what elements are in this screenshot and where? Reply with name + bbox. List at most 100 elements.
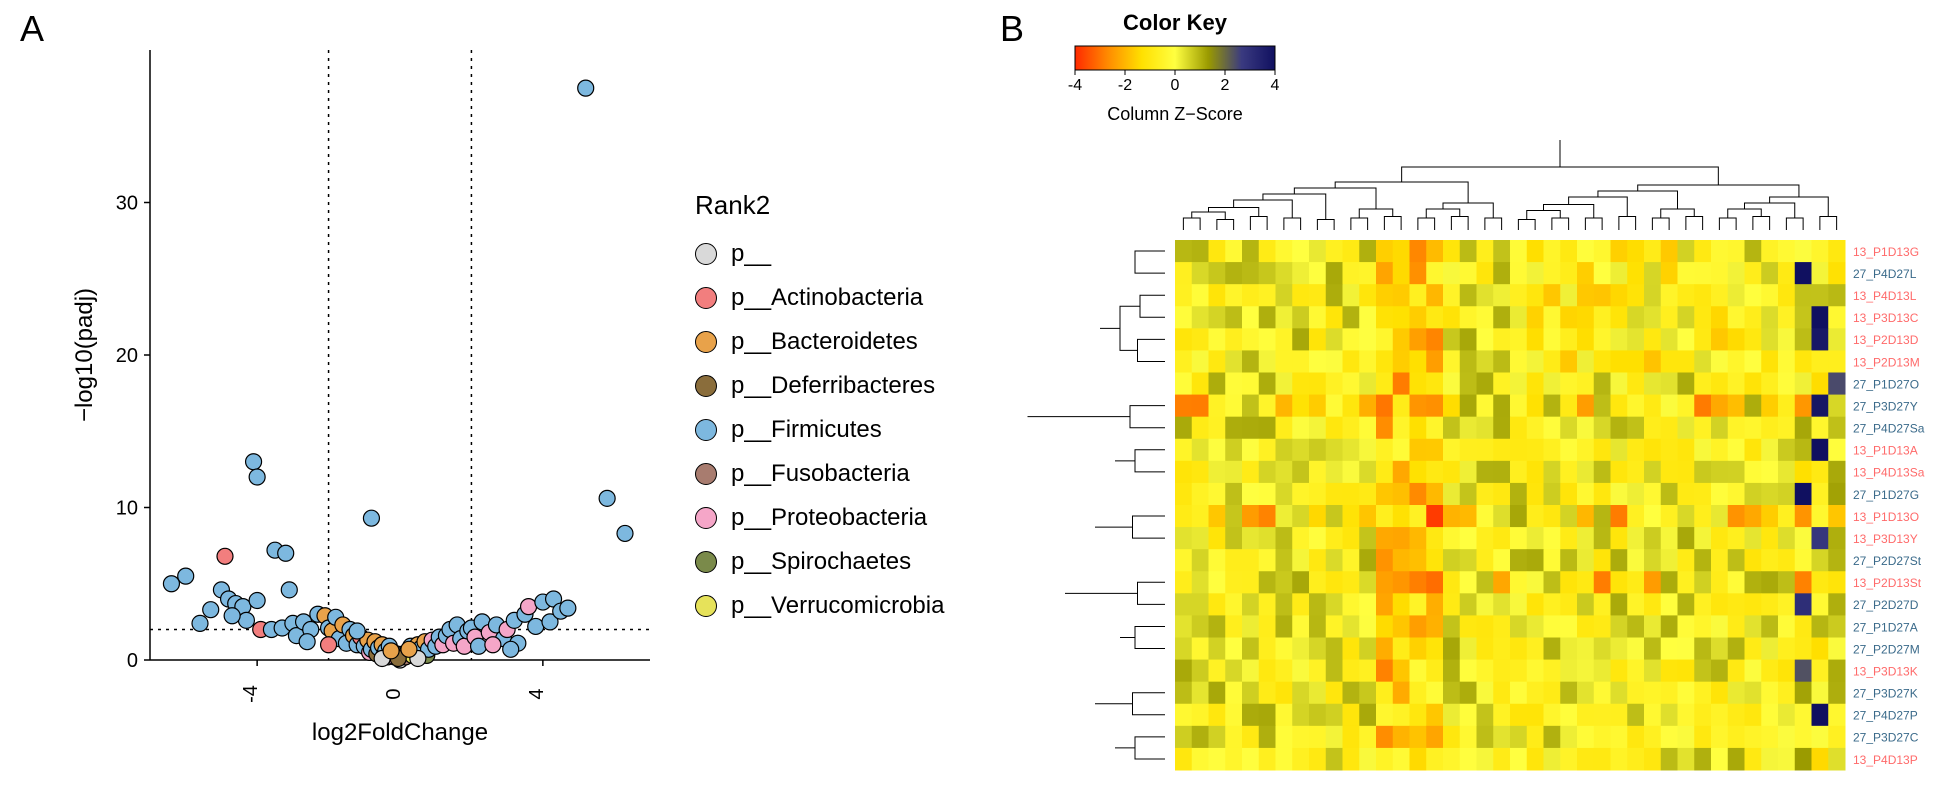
heatmap-cell xyxy=(1477,726,1494,749)
heatmap-cell xyxy=(1627,527,1644,550)
heatmap-row-label: 27_P3D27C xyxy=(1853,731,1919,745)
legend-label: p__Bacteroidetes xyxy=(731,328,918,356)
heatmap-cell xyxy=(1761,660,1778,683)
heatmap-cell xyxy=(1393,593,1410,616)
heatmap-cell xyxy=(1577,395,1594,418)
heatmap-cell xyxy=(1242,240,1259,263)
heatmap-cell xyxy=(1343,748,1360,771)
heatmap-cell xyxy=(1627,395,1644,418)
heatmap-cell xyxy=(1426,527,1443,550)
heatmap-cell xyxy=(1309,549,1326,572)
heatmap-cell xyxy=(1527,505,1544,528)
heatmap-cell xyxy=(1426,638,1443,661)
heatmap-cell xyxy=(1225,306,1242,329)
heatmap-cell xyxy=(1309,615,1326,638)
heatmap-cell xyxy=(1309,571,1326,594)
heatmap-cell xyxy=(1192,240,1209,263)
heatmap-cell xyxy=(1209,350,1226,373)
heatmap-cell xyxy=(1711,262,1728,285)
heatmap-cell xyxy=(1745,461,1762,484)
heatmap-cell xyxy=(1795,527,1812,550)
heatmap-cell xyxy=(1276,328,1293,351)
heatmap-cell xyxy=(1661,328,1678,351)
heatmap-cell xyxy=(1577,704,1594,727)
heatmap-cell xyxy=(1477,571,1494,594)
heatmap-cell xyxy=(1661,240,1678,263)
heatmap-cell xyxy=(1292,660,1309,683)
heatmap-cell xyxy=(1292,505,1309,528)
heatmap-cell xyxy=(1745,328,1762,351)
heatmap-cell xyxy=(1410,483,1427,506)
heatmap-cell xyxy=(1493,262,1510,285)
heatmap-cell xyxy=(1259,571,1276,594)
heatmap-cell xyxy=(1828,549,1845,572)
heatmap-cell xyxy=(1359,505,1376,528)
volcano-point xyxy=(503,641,519,657)
heatmap-cell xyxy=(1242,483,1259,506)
heatmap-cell xyxy=(1376,350,1393,373)
heatmap-cell xyxy=(1376,682,1393,705)
heatmap-cell xyxy=(1292,461,1309,484)
heatmap-cell xyxy=(1728,615,1745,638)
heatmap-cell xyxy=(1560,704,1577,727)
heatmap-cell xyxy=(1778,306,1795,329)
heatmap-cell xyxy=(1326,748,1343,771)
heatmap-cell xyxy=(1426,417,1443,440)
heatmap-cell xyxy=(1477,350,1494,373)
heatmap-cell xyxy=(1544,461,1561,484)
heatmap-cell xyxy=(1242,284,1259,307)
heatmap-cell xyxy=(1795,461,1812,484)
legend-item: p__Bacteroidetes xyxy=(695,327,944,357)
panel-a: 0102030-404log2FoldChange−log10(padj) Ra… xyxy=(70,30,930,750)
heatmap-cell xyxy=(1694,638,1711,661)
heatmap-cell xyxy=(1343,726,1360,749)
heatmap-cell xyxy=(1343,417,1360,440)
heatmap-cell xyxy=(1259,395,1276,418)
heatmap-cell xyxy=(1761,439,1778,462)
heatmap-cell xyxy=(1209,483,1226,506)
heatmap-cell xyxy=(1627,306,1644,329)
heatmap-cell xyxy=(1359,527,1376,550)
heatmap-cell xyxy=(1761,483,1778,506)
heatmap-cell xyxy=(1795,726,1812,749)
heatmap-cell xyxy=(1694,373,1711,396)
heatmap-cell xyxy=(1527,660,1544,683)
heatmap-cell xyxy=(1627,417,1644,440)
heatmap-cell xyxy=(1309,439,1326,462)
heatmap-cell xyxy=(1611,373,1628,396)
heatmap-cell xyxy=(1393,306,1410,329)
heatmap-cell xyxy=(1192,682,1209,705)
heatmap-cell xyxy=(1493,549,1510,572)
heatmap-cell xyxy=(1594,328,1611,351)
heatmap-cell xyxy=(1745,262,1762,285)
heatmap-cell xyxy=(1812,439,1829,462)
heatmap-cell xyxy=(1761,682,1778,705)
heatmap-cell xyxy=(1175,615,1192,638)
heatmap-cell xyxy=(1309,262,1326,285)
heatmap-cell xyxy=(1343,284,1360,307)
heatmap-cell xyxy=(1728,461,1745,484)
heatmap-cell xyxy=(1359,682,1376,705)
legend-swatch xyxy=(695,595,717,617)
heatmap-cell xyxy=(1678,284,1695,307)
heatmap-cell xyxy=(1644,328,1661,351)
heatmap-cell xyxy=(1460,571,1477,594)
heatmap-cell xyxy=(1493,395,1510,418)
heatmap-cell xyxy=(1694,417,1711,440)
heatmap-cell xyxy=(1795,306,1812,329)
heatmap-cell xyxy=(1627,262,1644,285)
heatmap-cell xyxy=(1778,682,1795,705)
heatmap-cell xyxy=(1778,483,1795,506)
svg-text:-2: -2 xyxy=(1118,77,1132,94)
heatmap-cell xyxy=(1527,262,1544,285)
heatmap-row-label: 13_P3D13Y xyxy=(1853,532,1918,546)
heatmap-cell xyxy=(1611,328,1628,351)
heatmap-cell xyxy=(1376,571,1393,594)
heatmap-cell xyxy=(1460,373,1477,396)
heatmap-cell xyxy=(1393,726,1410,749)
heatmap-cell xyxy=(1661,549,1678,572)
heatmap-cell xyxy=(1443,284,1460,307)
heatmap-cell xyxy=(1242,461,1259,484)
heatmap-cell xyxy=(1376,726,1393,749)
heatmap-cell xyxy=(1292,726,1309,749)
